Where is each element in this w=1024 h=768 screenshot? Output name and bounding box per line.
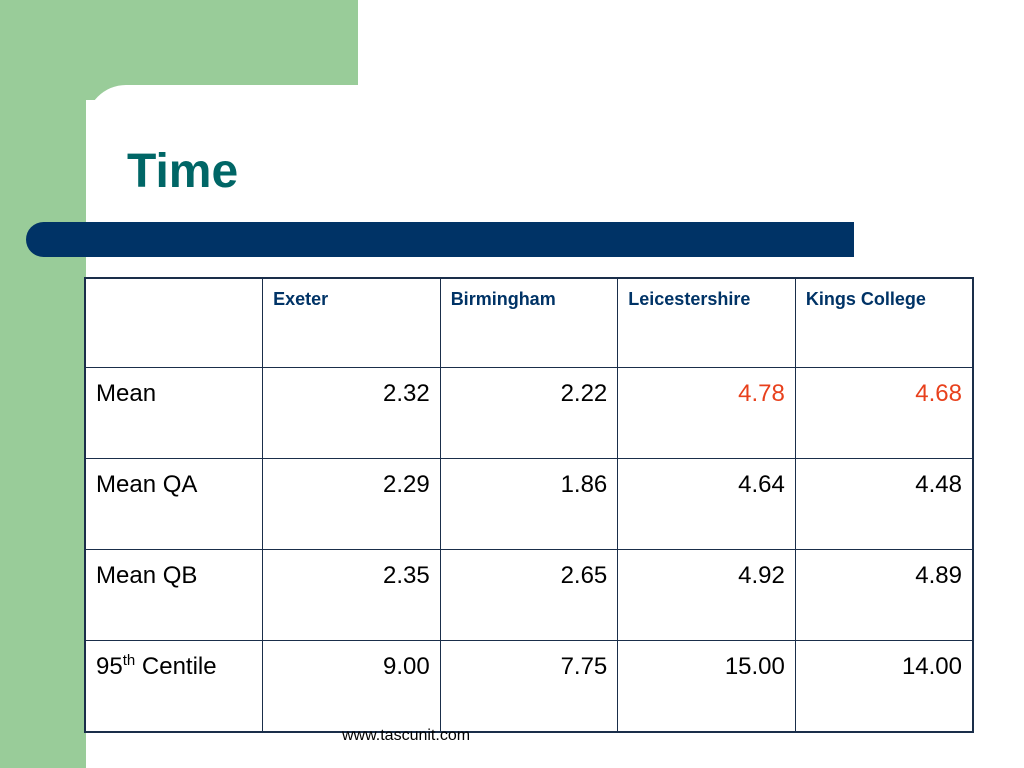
table-row: 95th Centile 9.00 7.75 15.00 14.00 [84,640,974,733]
table-cell: 4.89 [794,549,974,641]
row-label-prefix: 95 [96,653,123,680]
table-cell: 2.35 [262,549,441,641]
row-label: Mean QA [84,458,264,550]
header-cell-exeter: Exeter [262,277,441,368]
header-cell-leicestershire: Leicestershire [617,277,796,368]
table-cell-highlighted: 4.78 [617,367,796,459]
table-cell: 14.00 [794,640,974,733]
row-label-superscript: th [122,652,136,669]
header-cell-empty [84,277,264,368]
table-cell: 9.00 [262,640,441,733]
title-underline-bar [26,222,854,257]
table-row: Mean 2.32 2.22 4.78 4.68 [84,367,974,459]
table-cell: 4.92 [617,549,796,641]
table-cell: 15.00 [617,640,796,733]
table-cell-highlighted: 4.68 [794,367,974,459]
header-cell-birmingham: Birmingham [439,277,619,368]
row-label: Mean QB [84,549,264,641]
table-cell: 7.75 [439,640,619,733]
slide-title: Time [127,145,239,198]
table-cell: 2.22 [439,367,619,459]
table-row: Mean QB 2.35 2.65 4.92 4.89 [84,549,974,641]
results-table: Exeter Birmingham Leicestershire Kings C… [84,277,974,733]
decor-green-left [0,0,86,768]
footer-url: www.tascunit.com [342,727,471,744]
table-header-row: Exeter Birmingham Leicestershire Kings C… [84,277,974,368]
table-cell: 2.32 [262,367,441,459]
table-cell: 2.65 [439,549,619,641]
table-cell: 2.29 [262,458,441,550]
row-label: 95th Centile [84,640,264,733]
table-cell: 1.86 [439,458,619,550]
table-cell: 4.48 [794,458,974,550]
table-cell: 4.64 [617,458,796,550]
table-row: Mean QA 2.29 1.86 4.64 4.48 [84,458,974,550]
row-label-suffix: Centile [135,653,217,680]
row-label: Mean [84,367,264,459]
header-cell-kings-college: Kings College [794,277,974,368]
